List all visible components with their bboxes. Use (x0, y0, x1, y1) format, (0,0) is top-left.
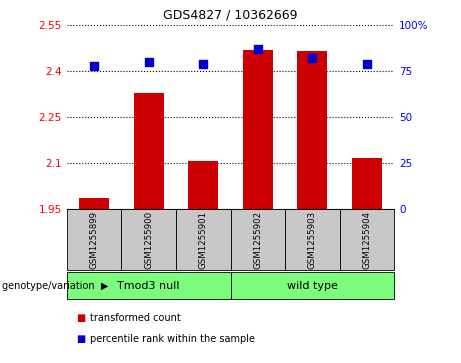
Bar (230, 272, 394, 299)
Text: ■: ■ (76, 313, 85, 323)
Point (145, 59, 152, 65)
Text: GSM1255903: GSM1255903 (308, 211, 317, 269)
Bar (121, 209, 176, 270)
Text: wild type: wild type (287, 281, 338, 291)
Bar (176, 209, 230, 270)
Bar (285, 209, 340, 270)
Bar (67, 272, 230, 299)
Text: GSM1255899: GSM1255899 (89, 211, 99, 269)
Text: GSM1255902: GSM1255902 (253, 211, 262, 269)
Bar (67, 209, 121, 270)
Bar (188, 162, 218, 209)
Point (200, 61, 207, 67)
Text: percentile rank within the sample: percentile rank within the sample (90, 334, 255, 344)
Title: GDS4827 / 10362669: GDS4827 / 10362669 (163, 8, 298, 21)
Point (363, 61, 371, 67)
Text: genotype/variation  ▶: genotype/variation ▶ (2, 281, 109, 291)
Point (90, 63, 98, 69)
Bar (297, 52, 327, 209)
Bar (79, 198, 109, 209)
Bar (230, 209, 285, 270)
Text: ■: ■ (76, 334, 85, 344)
Bar (243, 50, 273, 209)
Text: GSM1255900: GSM1255900 (144, 211, 153, 269)
Text: transformed count: transformed count (90, 313, 181, 323)
Bar (352, 158, 382, 209)
Point (254, 46, 261, 52)
Bar (134, 93, 164, 209)
Point (309, 56, 316, 61)
Text: Tmod3 null: Tmod3 null (118, 281, 180, 291)
Text: GSM1255901: GSM1255901 (199, 211, 208, 269)
Bar (340, 209, 394, 270)
Text: GSM1255904: GSM1255904 (362, 211, 372, 269)
